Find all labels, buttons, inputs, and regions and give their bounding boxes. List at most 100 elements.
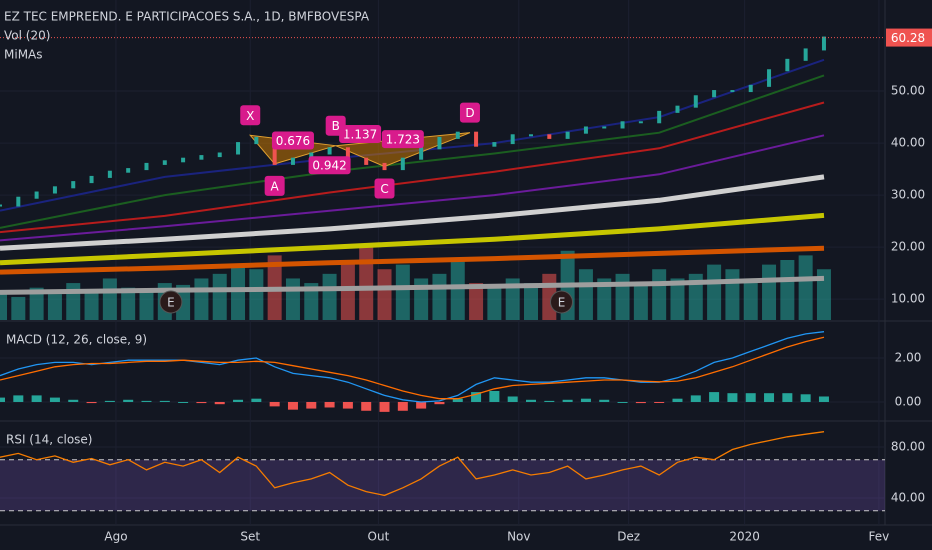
x-tick-label: Set: [240, 530, 260, 544]
moving-average: [0, 174, 825, 251]
histogram-bar: [489, 390, 500, 402]
histogram-bar: [159, 400, 170, 402]
candle: [71, 181, 76, 189]
candle: [583, 126, 588, 134]
volume-bar: [285, 278, 300, 320]
candle: [693, 95, 698, 108]
volume-bar: [469, 283, 484, 320]
volume-bar: [688, 273, 703, 320]
histogram-bar: [416, 401, 427, 409]
ratio-box: [308, 156, 351, 175]
ratio-label: 1.137: [343, 127, 377, 141]
candle: [602, 126, 607, 129]
histogram-bar: [86, 401, 97, 404]
indicator-line: [0, 336, 825, 400]
event-marker: [550, 290, 574, 314]
indicator-line: [0, 431, 825, 497]
candle: [162, 160, 167, 165]
volume-bar: [762, 264, 777, 320]
candle: [437, 136, 442, 150]
point-box: [459, 102, 480, 123]
histogram-bar: [471, 392, 482, 402]
histogram-bar: [764, 393, 775, 402]
point-box: [325, 115, 346, 136]
volume-bar: [633, 283, 648, 320]
volume-bar: [816, 269, 831, 320]
histogram-bar: [690, 395, 701, 402]
y-tick-label: 10.00: [891, 292, 925, 306]
point-label: C: [380, 182, 388, 196]
moving-average: [0, 101, 825, 234]
macd-title: MACD (12, 26, close, 9): [6, 333, 147, 347]
ratio-label: 1.723: [386, 133, 420, 147]
volume-bar: [524, 283, 538, 320]
candle: [547, 134, 552, 139]
candle: [785, 58, 790, 72]
volume-bar: [322, 273, 337, 320]
x-tick-label: Out: [368, 530, 390, 544]
histogram-bar: [251, 398, 262, 402]
event-label: E: [167, 296, 175, 310]
candle: [236, 142, 241, 155]
volume-bar: [725, 269, 740, 320]
histogram-bar: [452, 398, 463, 402]
histogram-bar: [178, 401, 189, 403]
event-marker: [159, 290, 183, 314]
histogram-bar: [434, 401, 445, 405]
histogram-bar: [287, 401, 298, 410]
volume-label: Vol (20): [4, 29, 50, 43]
candle: [638, 121, 643, 124]
volume-bar: [597, 278, 612, 320]
histogram-bar: [324, 401, 335, 408]
candle: [748, 84, 753, 93]
candle: [712, 90, 717, 98]
point-box: [264, 175, 285, 196]
candle: [474, 131, 479, 147]
rsi-band: [0, 459, 885, 511]
candle: [181, 157, 186, 163]
volume-bar: [29, 287, 44, 320]
volume-bar: [231, 264, 246, 320]
volume-bar: [780, 260, 795, 320]
histogram-bar: [562, 399, 573, 402]
ratio-box: [381, 130, 424, 149]
x-tick-label: Ago: [104, 530, 127, 544]
candle: [529, 134, 533, 137]
volume-bar: [139, 292, 154, 320]
candle: [492, 142, 497, 147]
candle: [272, 136, 277, 165]
y-tick-label: 0.00: [895, 394, 922, 408]
candle: [767, 69, 772, 87]
point-box: [240, 105, 261, 126]
point-label: A: [271, 179, 280, 193]
ratio-label: 0.942: [312, 159, 346, 173]
histogram-bar: [379, 401, 390, 412]
last-price-label: 60.28: [891, 31, 925, 45]
candle: [364, 157, 369, 165]
volume-bar: [707, 264, 722, 320]
candle: [309, 152, 314, 160]
volume-bar: [487, 287, 502, 320]
candle: [675, 105, 680, 113]
candle: [327, 147, 332, 155]
histogram-bar: [214, 401, 225, 405]
candle: [217, 152, 222, 158]
volume-bar: [432, 273, 447, 320]
x-tick-label: 2020: [729, 530, 760, 544]
moving-average: [0, 212, 825, 266]
candle: [254, 136, 259, 145]
x-tick-label: Dez: [617, 530, 640, 544]
volume-bar: [102, 278, 117, 320]
candle: [419, 147, 424, 160]
histogram-bar: [361, 401, 372, 411]
x-tick-label: Fev: [869, 530, 890, 544]
candle: [620, 121, 625, 129]
y-tick-label: 2.00: [895, 351, 922, 365]
volume-bar: [505, 278, 520, 320]
histogram-bar: [68, 399, 79, 402]
point-label: D: [465, 106, 474, 120]
volume-bar: [66, 283, 81, 320]
candle: [144, 162, 149, 171]
